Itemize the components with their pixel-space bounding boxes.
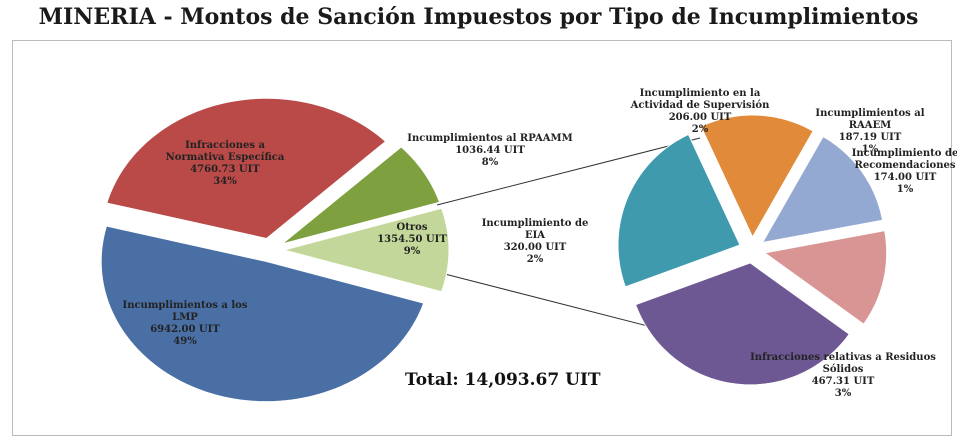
- percent-label: 1%: [861, 144, 879, 155]
- slice-label: Incumplimiento en la Actividad de Superv…: [615, 88, 785, 136]
- percent-label: 9%: [403, 246, 421, 257]
- pie-slice: [100, 225, 425, 403]
- value-label: 1354.50 UIT: [377, 234, 447, 245]
- slice-name: Incumplimientos al RPAAMM: [407, 133, 573, 144]
- value-label: 1036.44 UIT: [455, 145, 525, 156]
- percent-label: 34%: [213, 176, 237, 187]
- slice-name: Incumplimientos al RAAEM: [815, 108, 925, 131]
- pie-slice: [617, 133, 741, 288]
- slice-name: Otros: [396, 222, 428, 233]
- slice-label: Infracciones a Normativa Específica 4760.…: [155, 140, 295, 188]
- pie-slice: [763, 230, 888, 325]
- percent-label: 8%: [481, 157, 499, 168]
- value-label: 206.00 UIT: [668, 112, 732, 123]
- slice-label: Incumplimiento de Recomendaciones 174.00 …: [850, 148, 957, 196]
- percent-label: 2%: [526, 254, 544, 265]
- pie-slice: [700, 114, 814, 239]
- slice-name: Incumplimiento de Recomendaciones: [851, 148, 957, 171]
- percent-label: 49%: [173, 336, 197, 347]
- percent-label: 2%: [691, 124, 709, 135]
- slice-name: Infracciones relativas a Residuos Sólido…: [750, 352, 936, 375]
- value-label: 320.00 UIT: [503, 242, 567, 253]
- slice-label: Infracciones relativas a Residuos Sólido…: [743, 352, 943, 400]
- pie-slice: [106, 97, 387, 240]
- connector-line: [436, 137, 701, 206]
- value-label: 467.31 UIT: [811, 376, 875, 387]
- value-label: 6942.00 UIT: [150, 324, 220, 335]
- pie-slice: [761, 135, 884, 244]
- chart-title: MINERIA - Montos de Sanción Impuestos po…: [38, 4, 919, 30]
- value-label: 4760.73 UIT: [190, 164, 260, 175]
- pie-slice: [634, 262, 850, 386]
- percent-label: 3%: [834, 388, 852, 399]
- pie-slice: [281, 146, 441, 245]
- value-label: 187.19 UIT: [838, 132, 902, 143]
- slice-label: Incumplimientos al RAAEM 187.19 UIT 1%: [795, 108, 945, 156]
- slice-label: Incumplimiento de EIA 320.00 UIT 2%: [470, 218, 600, 266]
- slice-name: Incumplimiento en la Actividad de Superv…: [630, 88, 770, 111]
- slice-label: Otros 1354.50 UIT 9%: [372, 222, 452, 258]
- slice-name: Incumplimiento de EIA: [481, 218, 589, 241]
- chart-frame: [12, 40, 952, 436]
- value-label: 174.00 UIT: [873, 172, 937, 183]
- total-label: Total: 14,093.67 UIT: [405, 370, 601, 390]
- slice-label: Incumplimientos al RPAAMM 1036.44 UIT 8%: [405, 133, 575, 169]
- percent-label: 1%: [896, 184, 914, 195]
- slice-name: Infracciones a Normativa Específica: [165, 140, 285, 163]
- slice-name: Incumplimientos a los LMP: [122, 300, 248, 323]
- slice-label: Incumplimientos a los LMP 6942.00 UIT 49%: [110, 300, 260, 348]
- pie-slice: [282, 207, 450, 293]
